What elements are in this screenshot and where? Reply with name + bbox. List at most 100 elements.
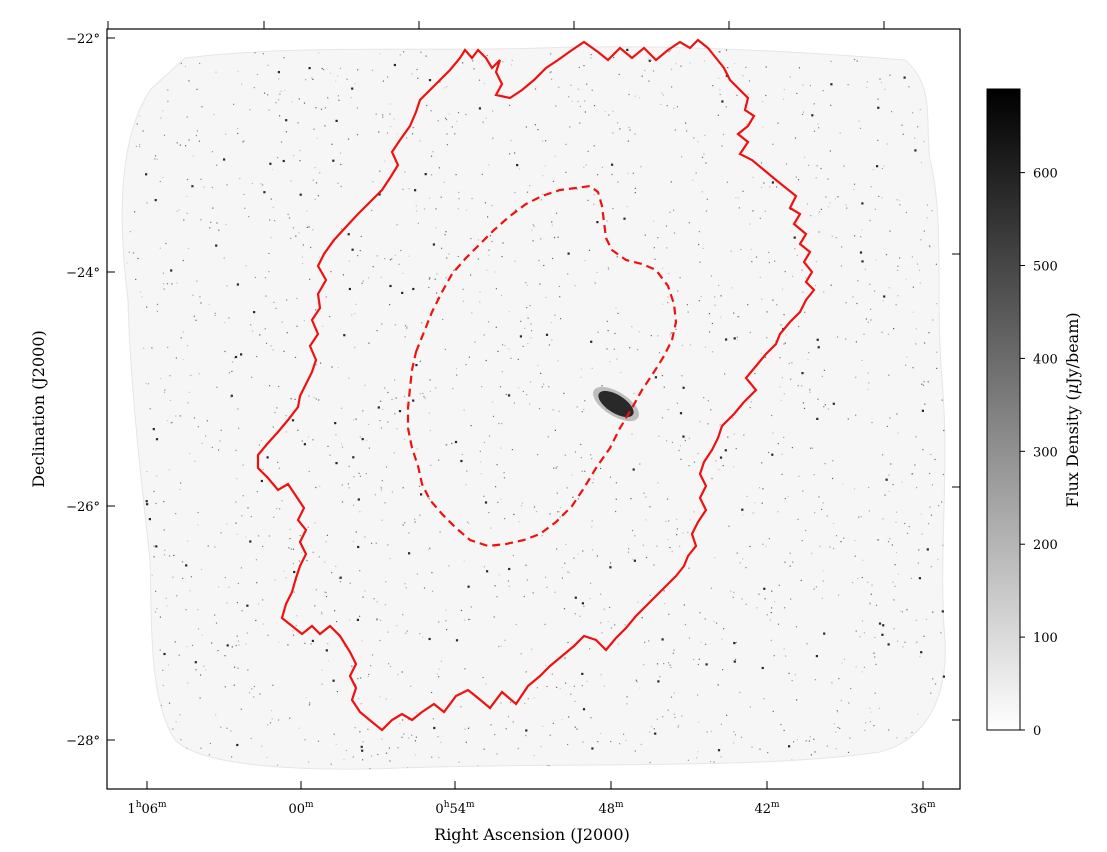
noise-speck (937, 558, 939, 560)
noise-speck (777, 122, 779, 124)
noise-speck (762, 101, 764, 103)
colorbar-tick-label: 300 (1033, 445, 1058, 460)
noise-speck (428, 548, 430, 551)
noise-speck (403, 733, 405, 735)
noise-speck (290, 398, 292, 400)
noise-speck (525, 282, 527, 284)
noise-speck (488, 512, 490, 514)
noise-speck (815, 177, 817, 179)
noise-speck (887, 643, 890, 646)
noise-speck (540, 745, 542, 748)
noise-speck (813, 130, 816, 132)
noise-speck (510, 701, 512, 703)
noise-speck (324, 561, 326, 563)
noise-speck (574, 596, 577, 599)
noise-speck (457, 208, 459, 210)
noise-speck (448, 113, 450, 115)
noise-speck (527, 698, 529, 700)
noise-speck (156, 475, 158, 477)
noise-speck (381, 323, 383, 325)
noise-speck (940, 632, 942, 634)
noise-speck (348, 487, 350, 489)
noise-speck (279, 93, 281, 95)
noise-speck (667, 296, 669, 298)
noise-speck (371, 542, 373, 544)
noise-speck (277, 461, 279, 463)
noise-speck (841, 246, 843, 248)
noise-speck (490, 724, 492, 726)
noise-speck (277, 157, 279, 159)
noise-speck (404, 522, 406, 524)
noise-speck (923, 140, 925, 142)
noise-speck (250, 516, 252, 518)
noise-speck (428, 498, 430, 500)
noise-speck (182, 331, 184, 333)
noise-speck (823, 291, 825, 293)
noise-speck (870, 593, 872, 595)
noise-speck (444, 117, 447, 119)
noise-speck (379, 639, 381, 642)
noise-speck (387, 76, 389, 78)
noise-speck (740, 248, 742, 251)
noise-speck (738, 315, 740, 318)
noise-speck (550, 321, 552, 324)
noise-speck (897, 432, 899, 434)
noise-speck (381, 480, 383, 482)
noise-speck (224, 350, 226, 353)
noise-speck (231, 370, 233, 372)
noise-speck (332, 159, 335, 162)
noise-speck (243, 193, 245, 196)
noise-speck (561, 719, 563, 721)
noise-speck (503, 472, 505, 474)
noise-speck (319, 485, 321, 487)
noise-speck (697, 452, 699, 455)
noise-speck (801, 269, 803, 271)
noise-speck (315, 107, 317, 109)
noise-speck (822, 570, 824, 572)
noise-speck (699, 261, 701, 263)
noise-speck (752, 210, 754, 212)
noise-speck (941, 501, 943, 503)
noise-speck (866, 86, 868, 88)
noise-speck (832, 460, 834, 462)
noise-speck (746, 495, 748, 497)
noise-speck (431, 590, 434, 592)
noise-speck (237, 132, 239, 135)
noise-speck (580, 368, 583, 370)
noise-speck (312, 551, 314, 553)
noise-speck (404, 583, 406, 585)
noise-speck (726, 181, 728, 183)
noise-speck (634, 133, 636, 135)
noise-speck (245, 536, 247, 538)
noise-speck (280, 141, 283, 143)
noise-speck (224, 322, 226, 324)
noise-speck (941, 399, 943, 401)
noise-speck (813, 103, 815, 105)
noise-speck (406, 327, 408, 329)
noise-speck (932, 319, 934, 321)
noise-speck (533, 755, 535, 757)
noise-speck (869, 219, 871, 222)
noise-speck (496, 464, 498, 466)
noise-speck (440, 196, 442, 198)
noise-speck (464, 668, 466, 670)
noise-speck (671, 86, 673, 88)
noise-speck (779, 386, 781, 388)
noise-speck (370, 755, 373, 757)
noise-speck (906, 609, 908, 611)
noise-speck (637, 601, 639, 603)
noise-speck (803, 407, 806, 409)
noise-speck (531, 648, 533, 650)
noise-speck (801, 372, 804, 375)
noise-speck (149, 408, 151, 410)
noise-speck (388, 663, 390, 665)
noise-speck (405, 632, 407, 634)
noise-speck (454, 440, 458, 444)
noise-speck (441, 247, 443, 249)
noise-speck (571, 474, 573, 476)
noise-speck (477, 258, 479, 260)
noise-speck (570, 693, 572, 695)
noise-speck (809, 388, 811, 390)
noise-speck (839, 132, 841, 134)
noise-speck (191, 644, 194, 646)
